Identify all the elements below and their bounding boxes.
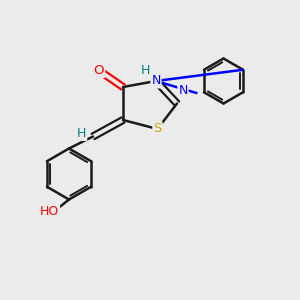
Text: H: H (77, 127, 86, 140)
Text: N: N (178, 83, 188, 97)
Text: HO: HO (40, 205, 59, 218)
Text: O: O (94, 64, 104, 77)
Text: N: N (151, 74, 161, 88)
Text: S: S (153, 122, 162, 136)
Text: H: H (141, 64, 150, 77)
